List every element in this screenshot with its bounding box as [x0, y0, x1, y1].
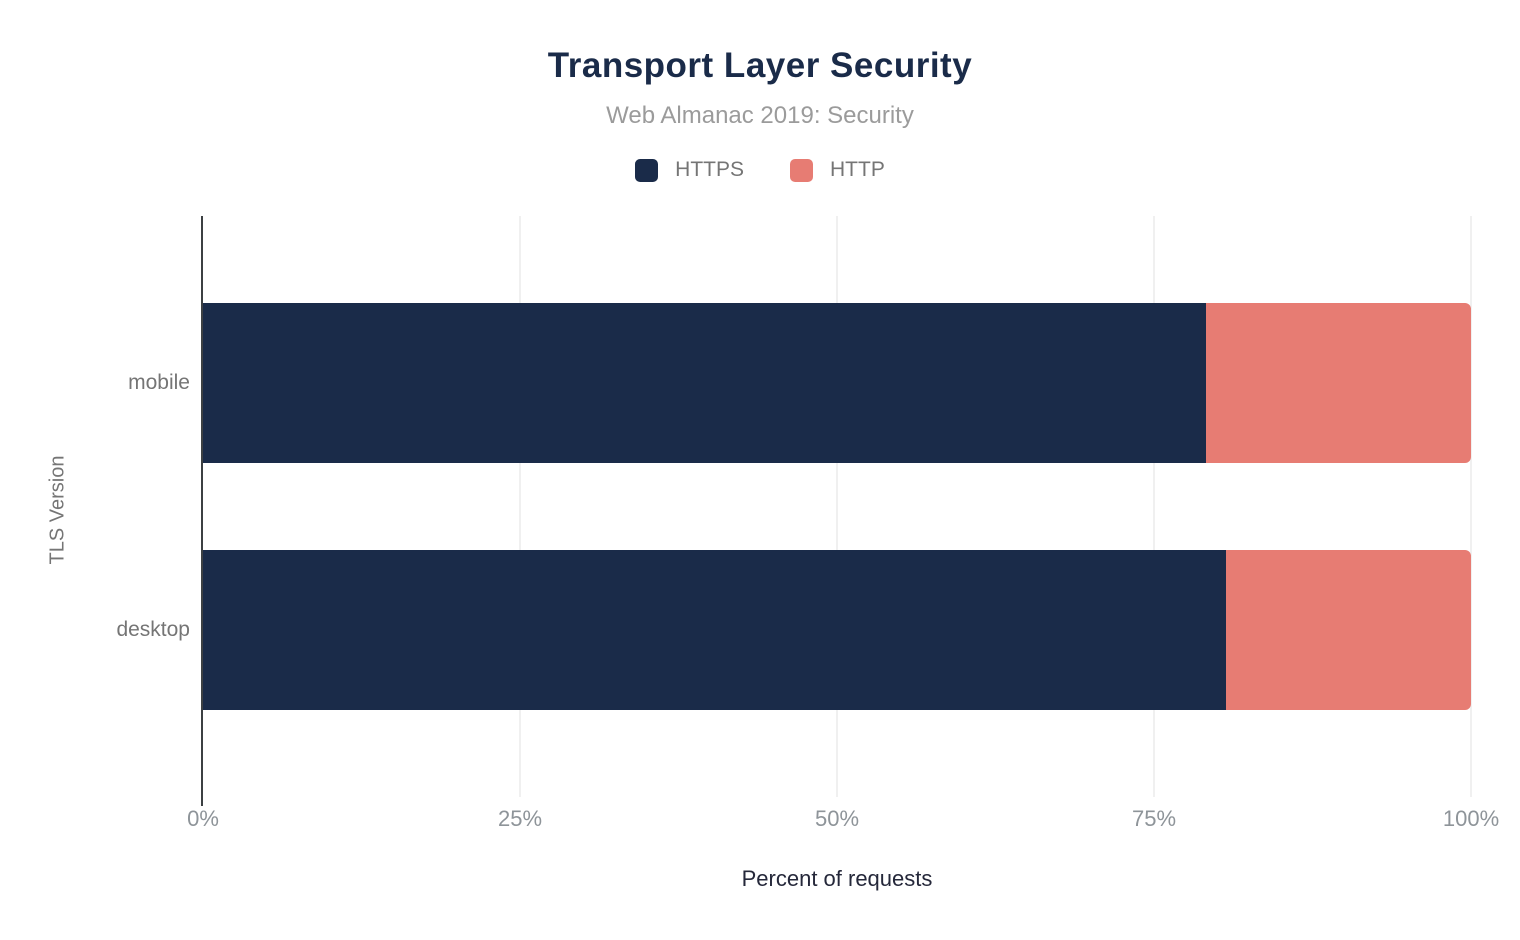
- bar-segment-mobile-https: [203, 303, 1206, 463]
- category-label-desktop: desktop: [116, 618, 190, 641]
- x-tick-100: 100%: [1442, 806, 1500, 831]
- https-legend-swatch: [635, 158, 659, 182]
- x-tick-50: 50%: [814, 806, 860, 831]
- bar-segment-desktop-http: [1226, 550, 1471, 710]
- legend-label-https: HTTPS: [675, 158, 744, 181]
- chart-title: Transport Layer Security: [547, 46, 973, 85]
- bar-segment-desktop-https: [203, 550, 1227, 710]
- legend: HTTPS HTTP: [0, 158, 1520, 182]
- gridline-75: [1153, 216, 1155, 797]
- gridline-50: [836, 216, 838, 797]
- x-tick-75: 75%: [1131, 806, 1177, 831]
- chart-subtitle: Web Almanac 2019: Security: [606, 102, 914, 129]
- gridline-25: [519, 216, 521, 797]
- legend-item-http: HTTP: [790, 158, 885, 182]
- plot-area: mobile desktop: [116, 216, 1472, 806]
- legend-label-http: HTTP: [830, 158, 885, 181]
- legend-item-https: HTTPS: [635, 158, 744, 182]
- http-legend-swatch: [790, 158, 813, 182]
- x-tick-25: 25%: [497, 806, 543, 831]
- x-tick-0: 0%: [187, 806, 219, 831]
- bar-row-mobile: [203, 303, 1471, 463]
- bar-row-desktop: [203, 550, 1471, 710]
- x-axis-title: Percent of requests: [741, 866, 933, 891]
- gridline-100: [1470, 216, 1472, 797]
- category-label-mobile: mobile: [128, 371, 190, 394]
- bar-segment-mobile-http: [1205, 303, 1471, 463]
- y-axis-line: [201, 216, 203, 806]
- y-axis-title: TLS Version: [46, 455, 69, 565]
